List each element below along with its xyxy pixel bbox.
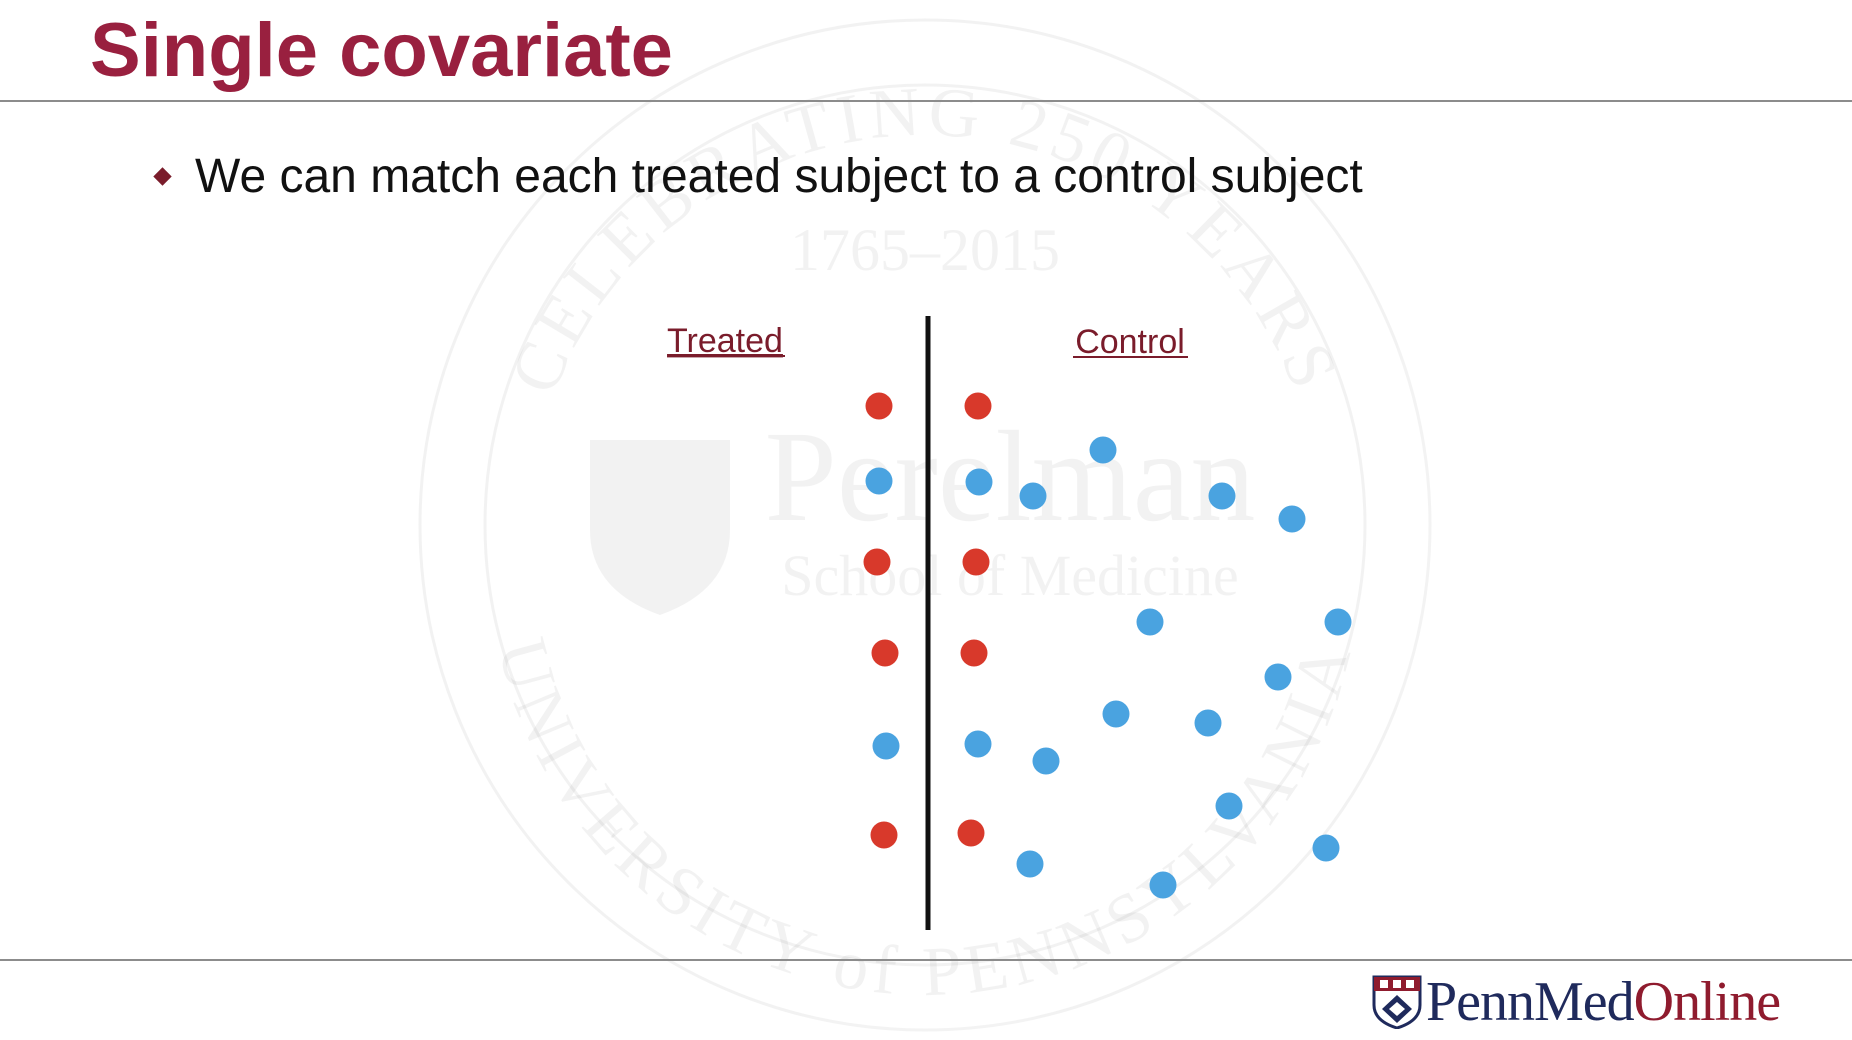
control-dot-8 bbox=[1019, 482, 1047, 510]
logo-text-online: Online bbox=[1633, 971, 1781, 1033]
control-dot-2 bbox=[965, 468, 993, 496]
control-dot-9 bbox=[1208, 482, 1236, 510]
footer-divider bbox=[0, 959, 1852, 961]
control-label: Control bbox=[1075, 323, 1185, 361]
control-dot-11 bbox=[1136, 608, 1164, 636]
control-dot-20 bbox=[1149, 871, 1177, 899]
penn-shield-icon bbox=[1372, 975, 1422, 1029]
control-dot-13 bbox=[1264, 663, 1292, 691]
title-divider bbox=[0, 100, 1852, 102]
treated-dots bbox=[863, 392, 900, 849]
treated-dot-5 bbox=[872, 732, 900, 760]
logo-text: PennMedOnline bbox=[1426, 970, 1781, 1034]
control-dot-17 bbox=[1215, 792, 1243, 820]
treated-label: Treated bbox=[667, 322, 783, 360]
control-dot-14 bbox=[1102, 700, 1130, 728]
control-dot-7 bbox=[1089, 436, 1117, 464]
logo-text-pennmed: PennMed bbox=[1426, 971, 1635, 1033]
control-dot-15 bbox=[1194, 709, 1222, 737]
treated-dot-3 bbox=[863, 548, 891, 576]
control-dot-12 bbox=[1324, 608, 1352, 636]
treated-dot-4 bbox=[871, 639, 899, 667]
control-dot-10 bbox=[1278, 505, 1306, 533]
control-dots bbox=[957, 392, 1352, 899]
control-dot-18 bbox=[1312, 834, 1340, 862]
control-dot-3 bbox=[962, 548, 990, 576]
treated-dot-6 bbox=[870, 821, 898, 849]
control-dot-19 bbox=[1016, 850, 1044, 878]
bullet-text: We can match each treated subject to a c… bbox=[195, 149, 1363, 203]
treated-dot-1 bbox=[865, 392, 893, 420]
slide-title: Single covariate bbox=[90, 8, 673, 93]
control-dot-6 bbox=[957, 819, 985, 847]
control-dot-1 bbox=[964, 392, 992, 420]
treated-dot-2 bbox=[865, 467, 893, 495]
bullet-item: We can match each treated subject to a c… bbox=[150, 146, 1363, 206]
control-dot-16 bbox=[1032, 747, 1060, 775]
control-dot-5 bbox=[964, 730, 992, 758]
penn-med-online-logo: PennMedOnline bbox=[1372, 970, 1781, 1034]
control-dot-4 bbox=[960, 639, 988, 667]
